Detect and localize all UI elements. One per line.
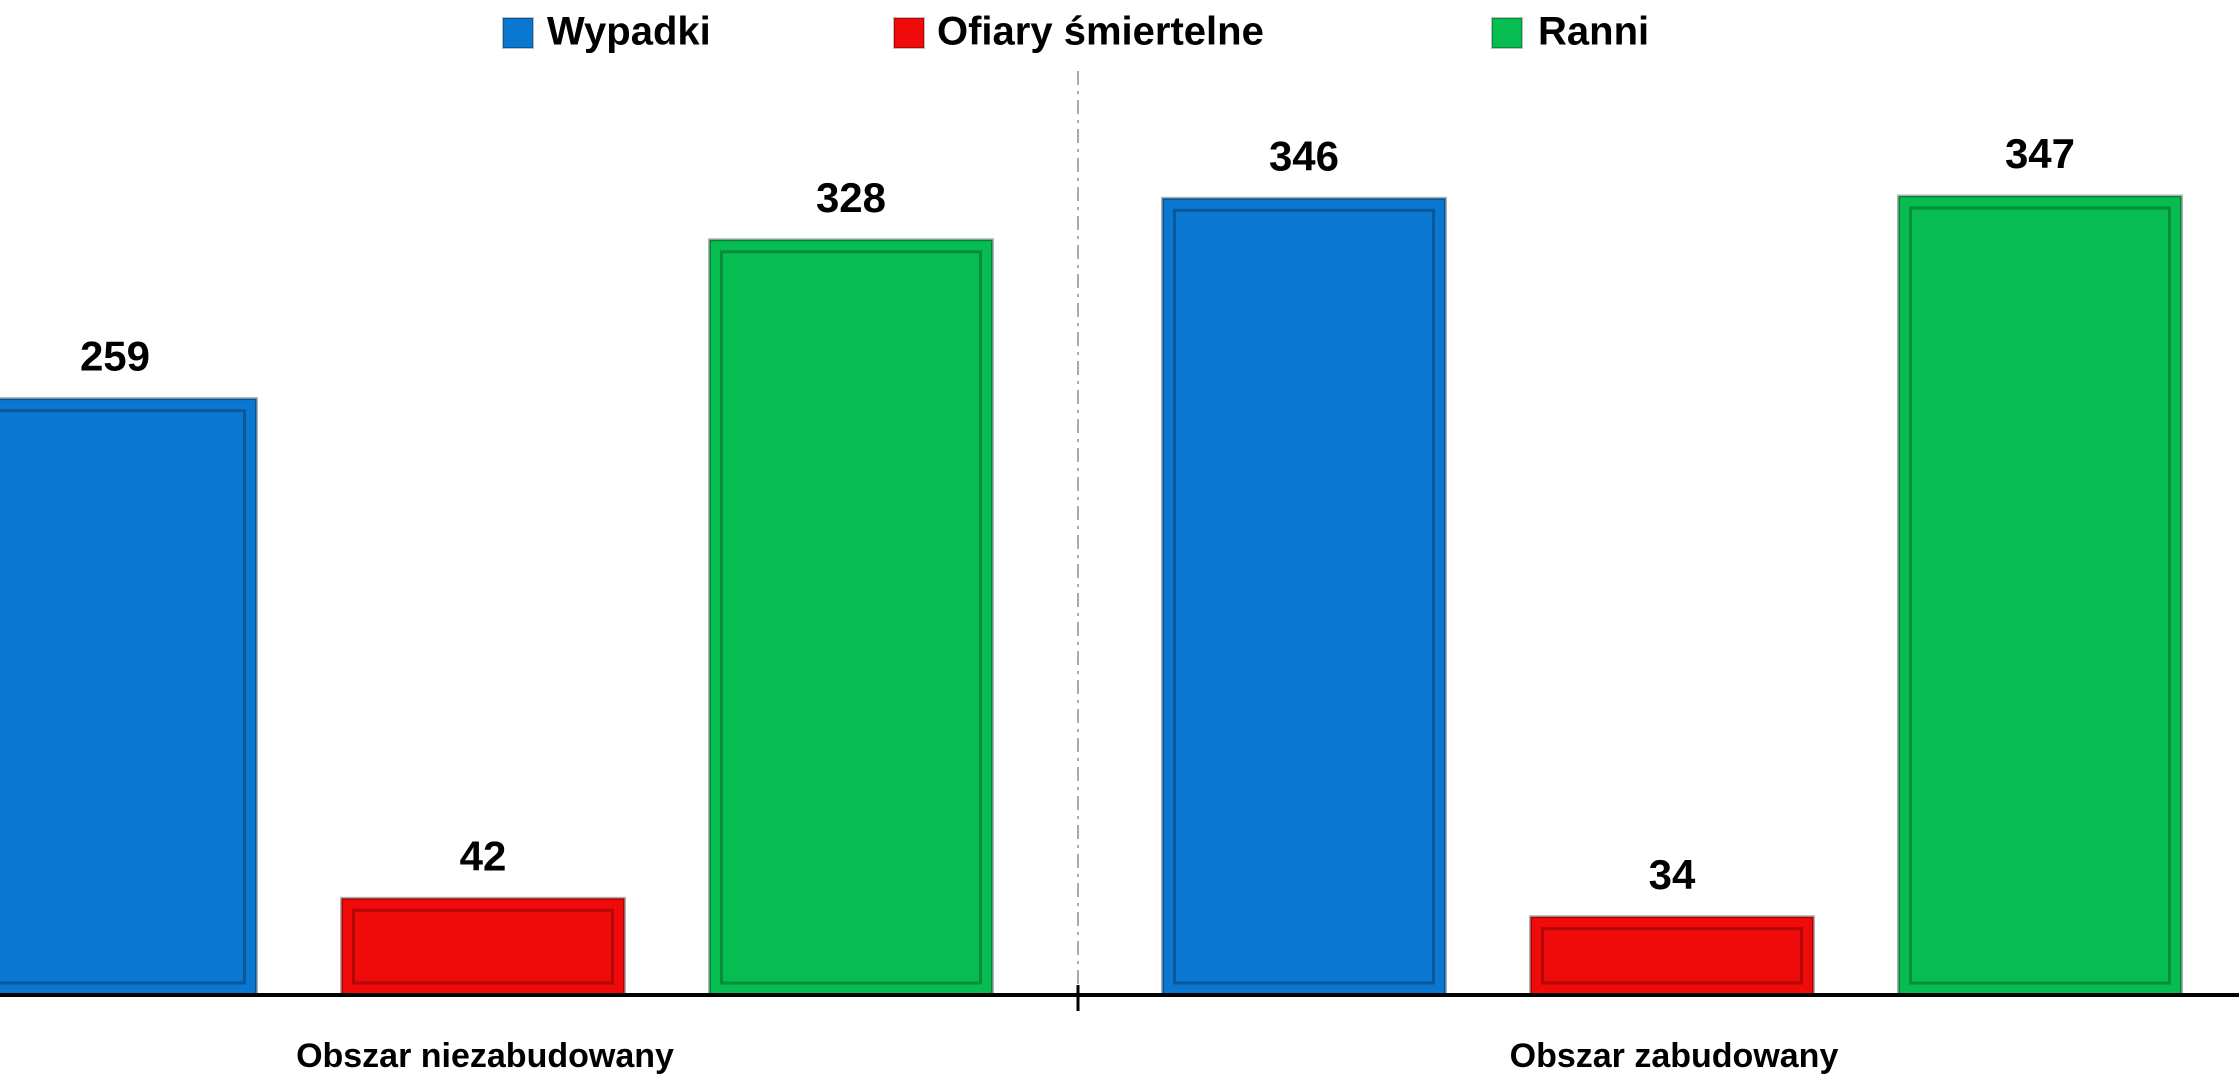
legend-swatch xyxy=(893,17,925,49)
legend-label: Ofiary śmiertelne xyxy=(937,10,1264,54)
x-tick-label: Obszar zabudowany xyxy=(1510,1037,1839,1075)
bar xyxy=(708,238,994,997)
bar-bevel xyxy=(0,409,246,985)
legend-label: Ranni xyxy=(1538,10,1649,54)
bar-bevel xyxy=(1173,208,1435,985)
bar xyxy=(1529,915,1815,997)
bar-bevel xyxy=(1909,206,2171,985)
value-label: 346 xyxy=(1269,132,1339,179)
bar xyxy=(1897,194,2183,997)
value-label: 328 xyxy=(816,174,886,221)
x-tick-label: Obszar niezabudowany xyxy=(296,1037,674,1075)
value-label: 347 xyxy=(2005,130,2075,177)
bar-bevel xyxy=(1541,927,1803,985)
value-label: 259 xyxy=(80,333,150,380)
bar-bevel xyxy=(352,908,614,985)
value-label: 42 xyxy=(460,832,507,879)
legend-swatch xyxy=(1491,17,1523,49)
bar xyxy=(340,896,626,997)
legend-swatch xyxy=(502,17,534,49)
bar-bevel xyxy=(720,250,982,985)
bar xyxy=(0,397,258,997)
legend-label: Wypadki xyxy=(547,10,711,54)
value-label: 34 xyxy=(1649,851,1696,898)
bar xyxy=(1161,196,1447,997)
